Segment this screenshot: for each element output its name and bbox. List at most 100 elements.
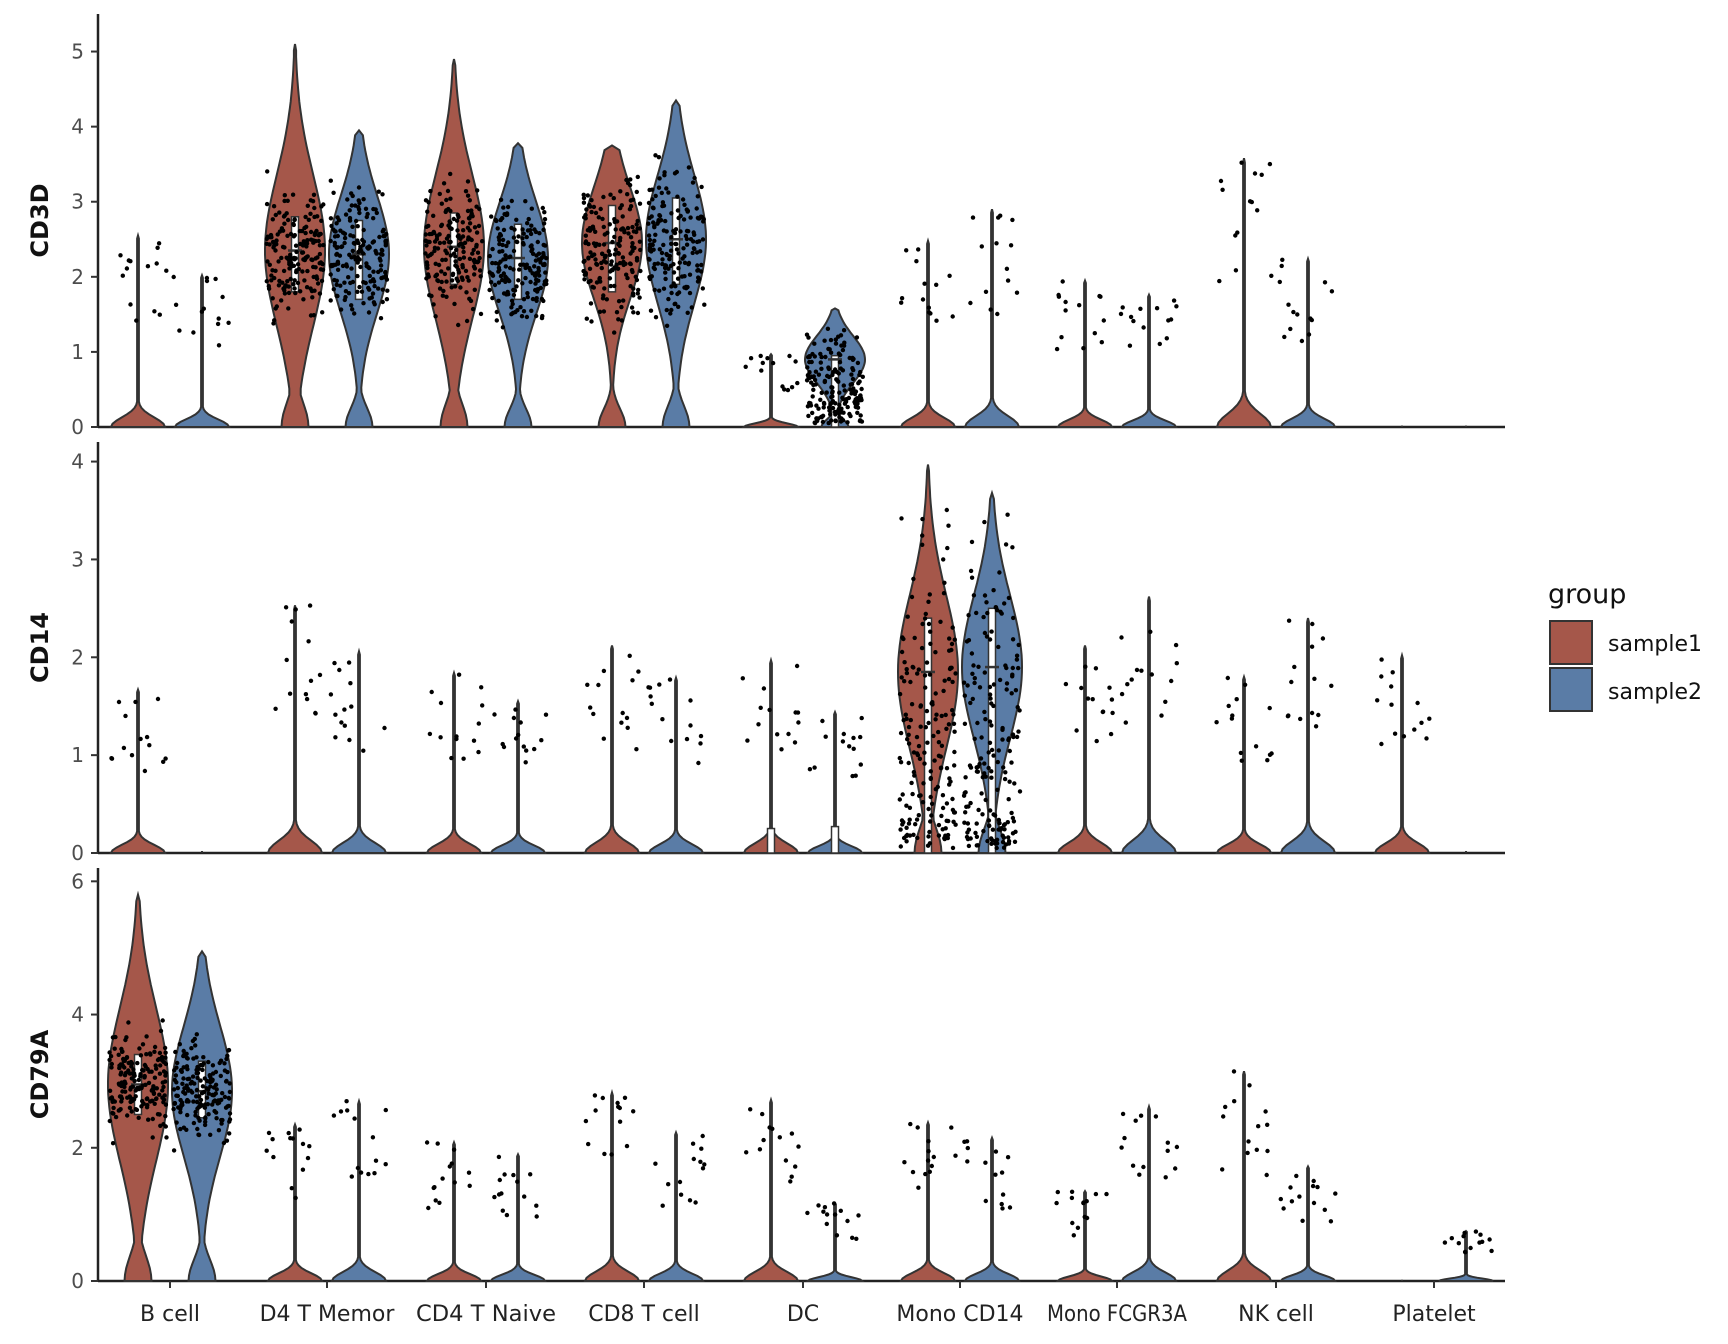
data-point bbox=[1214, 720, 1219, 725]
data-point bbox=[333, 735, 338, 740]
data-point bbox=[516, 234, 521, 239]
data-point bbox=[620, 710, 625, 716]
data-point bbox=[1119, 635, 1124, 640]
data-point bbox=[1120, 1111, 1126, 1117]
data-point bbox=[425, 209, 430, 214]
data-point bbox=[610, 268, 615, 273]
violin-cd14-nk-cell-sample2 bbox=[1279, 617, 1337, 854]
data-point bbox=[669, 738, 674, 744]
data-point bbox=[916, 1185, 921, 1190]
data-point bbox=[332, 660, 337, 666]
data-point bbox=[125, 1095, 130, 1100]
data-point bbox=[509, 225, 514, 231]
data-point bbox=[837, 390, 842, 395]
data-point bbox=[541, 227, 546, 232]
data-point bbox=[432, 239, 438, 244]
data-point bbox=[197, 1118, 202, 1123]
data-point bbox=[328, 272, 333, 277]
data-point bbox=[365, 264, 371, 270]
data-point bbox=[652, 224, 657, 229]
data-point bbox=[286, 306, 291, 311]
data-point bbox=[777, 1135, 782, 1140]
data-point bbox=[840, 347, 846, 353]
data-point bbox=[129, 1064, 134, 1069]
data-point bbox=[317, 243, 323, 248]
data-point bbox=[123, 1037, 128, 1043]
data-point bbox=[452, 301, 457, 307]
data-point bbox=[678, 1192, 684, 1197]
data-point bbox=[435, 1141, 440, 1146]
data-point bbox=[474, 230, 480, 235]
data-point bbox=[694, 206, 699, 211]
data-point bbox=[979, 244, 984, 249]
data-point bbox=[686, 260, 692, 266]
data-point bbox=[923, 685, 928, 690]
data-point bbox=[433, 1198, 438, 1203]
data-point bbox=[439, 201, 444, 206]
data-point bbox=[355, 1165, 361, 1171]
data-point bbox=[333, 712, 338, 717]
data-point bbox=[907, 833, 913, 838]
legend-title: group bbox=[1548, 579, 1626, 610]
data-point bbox=[174, 1120, 179, 1125]
data-point bbox=[222, 1068, 228, 1073]
data-point bbox=[1456, 1241, 1462, 1246]
data-point bbox=[913, 822, 918, 827]
data-point bbox=[833, 401, 838, 406]
data-point bbox=[1000, 839, 1006, 845]
violin-shape bbox=[330, 647, 388, 854]
data-point bbox=[518, 720, 523, 725]
data-point bbox=[543, 270, 548, 275]
data-point bbox=[907, 817, 912, 822]
data-point bbox=[846, 395, 852, 401]
data-point bbox=[608, 283, 613, 289]
data-point bbox=[661, 242, 666, 248]
data-point bbox=[116, 699, 122, 705]
violin-cd79a-cd4-t-naive-sample1 bbox=[424, 1139, 483, 1282]
data-point bbox=[588, 204, 593, 209]
data-point bbox=[521, 297, 527, 302]
data-point bbox=[144, 734, 150, 740]
data-point bbox=[1134, 667, 1140, 673]
data-point bbox=[185, 1112, 190, 1118]
data-point bbox=[539, 296, 545, 302]
violin-cd79a-mono-cd14-sample2 bbox=[962, 1134, 1021, 1282]
data-point bbox=[688, 215, 693, 220]
x-tick-label-cd4-t-naive: CD4 T Naive bbox=[416, 1302, 556, 1327]
data-point bbox=[897, 755, 902, 761]
data-point bbox=[987, 684, 993, 690]
data-point bbox=[979, 735, 984, 740]
data-point bbox=[507, 265, 513, 271]
y-tick-label: 6 bbox=[71, 869, 84, 893]
data-point bbox=[826, 374, 832, 380]
data-point bbox=[136, 1115, 141, 1121]
data-point bbox=[1006, 835, 1011, 840]
data-point bbox=[822, 1205, 828, 1210]
data-point bbox=[672, 171, 678, 176]
data-point bbox=[1286, 618, 1292, 623]
data-point bbox=[628, 177, 633, 182]
data-point bbox=[682, 260, 688, 265]
data-point bbox=[968, 836, 973, 841]
violin-cd14-mono-fcgr3a-sample1 bbox=[1056, 645, 1115, 854]
data-point bbox=[1006, 797, 1011, 802]
data-point bbox=[818, 360, 823, 365]
data-point bbox=[309, 257, 314, 262]
data-point bbox=[163, 1113, 168, 1119]
data-point bbox=[173, 1073, 179, 1078]
data-point bbox=[1310, 1183, 1316, 1189]
data-point bbox=[129, 1109, 134, 1114]
data-point bbox=[952, 749, 957, 755]
data-point bbox=[671, 262, 676, 267]
data-point bbox=[618, 235, 623, 241]
data-point bbox=[121, 1058, 126, 1064]
data-point bbox=[676, 251, 681, 256]
data-point bbox=[533, 229, 539, 235]
data-point bbox=[191, 1056, 196, 1061]
violin-shape bbox=[741, 352, 801, 428]
data-point bbox=[456, 322, 461, 328]
data-point bbox=[140, 1042, 146, 1047]
data-point bbox=[690, 180, 696, 185]
data-point bbox=[630, 291, 636, 296]
data-point bbox=[702, 1162, 707, 1167]
